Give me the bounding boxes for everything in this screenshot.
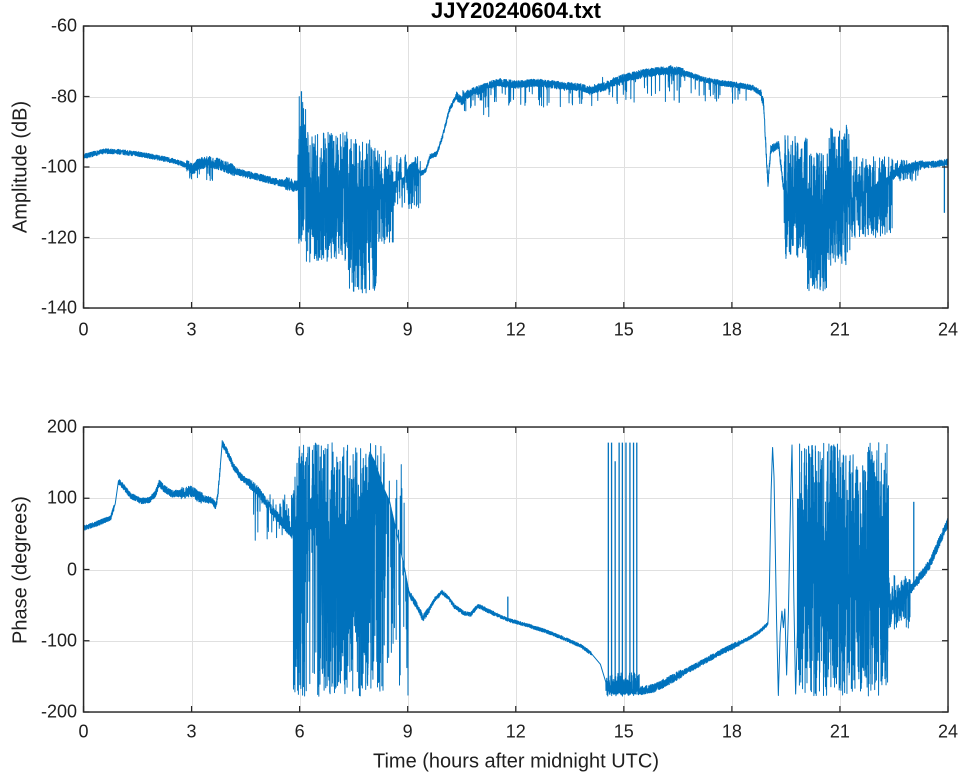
x-tick-label: 3 — [186, 721, 197, 742]
x-tick-label: 6 — [294, 721, 305, 742]
y-tick-label: -60 — [50, 15, 77, 36]
x-tick-label: 9 — [402, 319, 413, 340]
x-tick-label: 18 — [721, 319, 742, 340]
y-tick-label: 200 — [46, 416, 77, 437]
y-tick-label: -100 — [40, 630, 77, 651]
y-tick-label: -80 — [50, 86, 77, 106]
x-tick-label: 24 — [937, 319, 959, 340]
x-tick-label: 0 — [78, 319, 89, 340]
y-tick-label: -200 — [40, 701, 77, 722]
y-tick-label: -140 — [40, 297, 77, 318]
y-tick-label: -120 — [40, 227, 77, 247]
x-tick-label: 21 — [829, 319, 850, 340]
x-tick-label: 15 — [613, 721, 634, 742]
time-x-axis-label: Time (hours after midnight UTC) — [373, 750, 659, 773]
y-tick-label: -100 — [40, 156, 77, 177]
x-tick-label: 3 — [186, 319, 197, 340]
y-tick-label: 0 — [66, 559, 77, 579]
x-tick-label: 12 — [505, 319, 526, 340]
phase-y-axis-label: Phase (degrees) — [9, 495, 32, 644]
amplitude-y-axis-label: Amplitude (dB) — [9, 100, 32, 234]
x-tick-label: 9 — [402, 721, 413, 742]
x-tick-label: 24 — [937, 721, 959, 742]
x-tick-label: 21 — [829, 721, 850, 742]
y-tick-label: 100 — [46, 487, 77, 508]
x-tick-label: 18 — [721, 721, 742, 742]
x-tick-label: 12 — [505, 721, 526, 742]
x-tick-label: 6 — [294, 319, 305, 340]
x-tick-label: 0 — [78, 721, 89, 742]
x-tick-label: 15 — [613, 319, 634, 340]
figure-title: JJY20240604.txt — [430, 0, 602, 23]
